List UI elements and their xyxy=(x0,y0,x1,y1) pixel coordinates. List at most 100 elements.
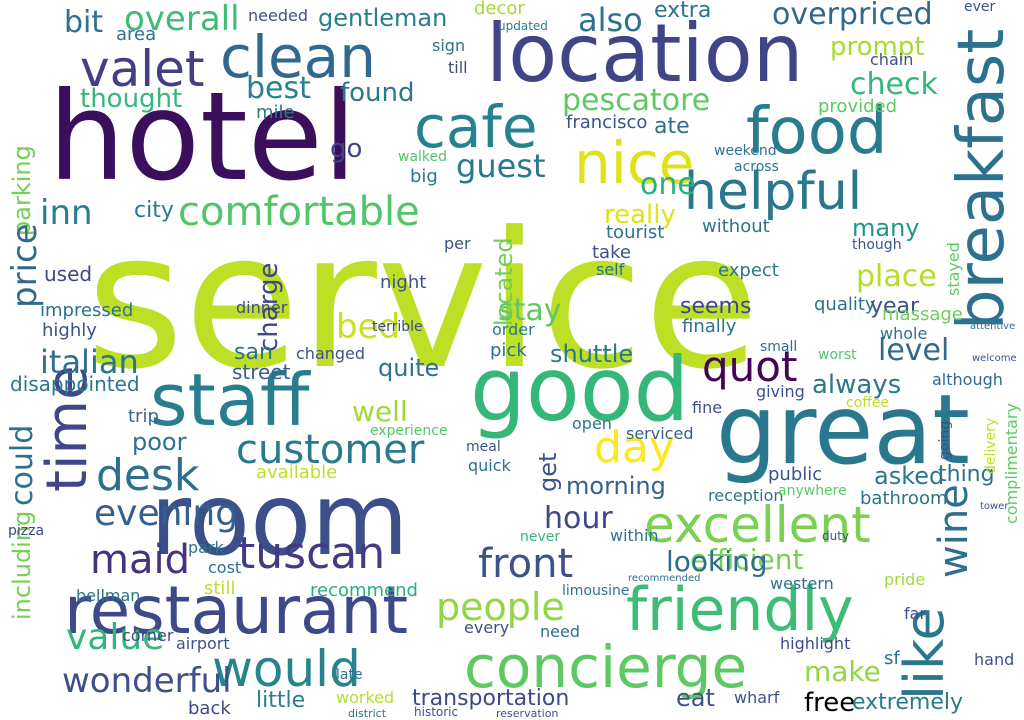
word-worst: worst xyxy=(818,347,857,363)
word-overpriced: overpriced xyxy=(772,0,933,32)
word-anywhere: anywhere xyxy=(778,483,847,499)
word-worked: worked xyxy=(336,688,395,707)
word-year: year xyxy=(870,294,920,319)
word-serviced: serviced xyxy=(626,424,694,443)
word-quot: quot xyxy=(702,342,798,391)
word-bathroom: bathroom xyxy=(860,488,948,509)
word-nice: nice xyxy=(574,129,695,197)
word-really: really xyxy=(604,200,676,230)
word-francisco: francisco xyxy=(566,112,648,133)
word-helpful: helpful xyxy=(684,162,863,222)
word-needed: needed xyxy=(248,6,308,25)
word-reservation: reservation xyxy=(496,707,559,720)
word-cafe: cafe xyxy=(414,93,538,161)
word-pizza: pizza xyxy=(8,523,45,539)
word-front: front xyxy=(478,541,574,587)
word-stayed: stayed xyxy=(944,242,963,296)
word-hand: hand xyxy=(974,650,1015,669)
word-changed: changed xyxy=(296,344,366,363)
word-late: late xyxy=(336,667,363,683)
word-need: need xyxy=(540,622,580,641)
word-san: san xyxy=(234,340,273,365)
word-found: found xyxy=(340,78,415,108)
word-duty: duty xyxy=(822,529,850,543)
word-eat: eat xyxy=(676,684,715,712)
word-tower: tower xyxy=(980,501,1009,512)
word-food: food xyxy=(746,95,888,169)
word-make: make xyxy=(804,655,881,688)
word-would: would xyxy=(212,640,361,698)
word-far: far xyxy=(904,604,927,623)
word-pride: pride xyxy=(884,570,926,589)
word-massage: massage xyxy=(882,304,963,325)
word-comfortable: comfortable xyxy=(178,189,420,235)
word-attentive: attentive xyxy=(970,321,1016,332)
word-whole: whole xyxy=(880,324,928,343)
word-day: day xyxy=(594,422,675,473)
word-night: night xyxy=(380,272,427,293)
word-every: every xyxy=(464,618,510,637)
word-overall: overall xyxy=(124,0,240,39)
word-available: available xyxy=(256,462,338,483)
word-within: within xyxy=(610,526,659,545)
word-tuscan: tuscan xyxy=(238,528,386,579)
word-ate: ate xyxy=(654,114,690,139)
word-value: value xyxy=(66,617,165,658)
word-sign: sign xyxy=(432,36,466,55)
word-finally: finally xyxy=(682,316,737,337)
word-ever: ever xyxy=(964,0,996,15)
word-trip: trip xyxy=(128,406,159,427)
word-airport: airport xyxy=(176,634,230,653)
word-dinner: dinner xyxy=(236,298,288,317)
word-room: room xyxy=(150,461,409,578)
word-public: public xyxy=(768,464,823,485)
word-stay: stay xyxy=(498,293,562,328)
word-till: till xyxy=(448,58,468,77)
word-level: level xyxy=(878,333,950,368)
word-check: check xyxy=(850,67,938,102)
word-coffee: coffee xyxy=(846,395,890,411)
word-park: park xyxy=(188,538,224,557)
word-one: one xyxy=(640,167,696,202)
word-wharf: wharf xyxy=(734,688,780,707)
word-best: best xyxy=(246,71,311,106)
word-always: always xyxy=(812,370,902,400)
word-morning: morning xyxy=(566,472,666,500)
word-walked: walked xyxy=(398,149,448,165)
word-prompt: prompt xyxy=(830,32,925,62)
word-corner: corner xyxy=(122,626,174,645)
word-order: order xyxy=(492,320,535,339)
word-experience: experience xyxy=(370,423,448,439)
word-historic: historic xyxy=(414,705,459,719)
word-extremely: extremely xyxy=(852,690,963,715)
word-excellent: excellent xyxy=(644,496,871,554)
word-expect: expect xyxy=(718,260,779,281)
word-location: location xyxy=(486,7,804,100)
word-service: service xyxy=(86,192,760,411)
word-free: free xyxy=(804,688,856,718)
word-evening: evening xyxy=(94,493,239,534)
word-poor: poor xyxy=(132,428,187,456)
word-inn: inn xyxy=(40,193,93,233)
word-meal: meal xyxy=(466,439,501,455)
word-also: also xyxy=(578,1,643,39)
word-extra: extra xyxy=(654,0,712,23)
word-delivery: delivery xyxy=(983,417,999,474)
word-mile: mile xyxy=(256,102,295,123)
word-chain: chain xyxy=(870,50,914,69)
word-gentleman: gentleman xyxy=(318,4,448,32)
word-across: across xyxy=(734,159,779,175)
word-area: area xyxy=(116,24,157,45)
word-limousine: limousine xyxy=(562,583,630,599)
word-quick: quick xyxy=(468,456,511,475)
word-friendly: friendly xyxy=(626,575,854,645)
word-quite: quite xyxy=(378,354,440,382)
word-district: district xyxy=(348,707,387,720)
word-people: people xyxy=(436,585,565,629)
word-great: great xyxy=(716,374,970,486)
word-sf: sf xyxy=(884,648,900,669)
word-reception: reception xyxy=(708,486,784,505)
word-efficient: efficient xyxy=(690,543,804,576)
word-looking-label: looking xyxy=(666,545,768,578)
word-asked: asked xyxy=(874,462,945,490)
